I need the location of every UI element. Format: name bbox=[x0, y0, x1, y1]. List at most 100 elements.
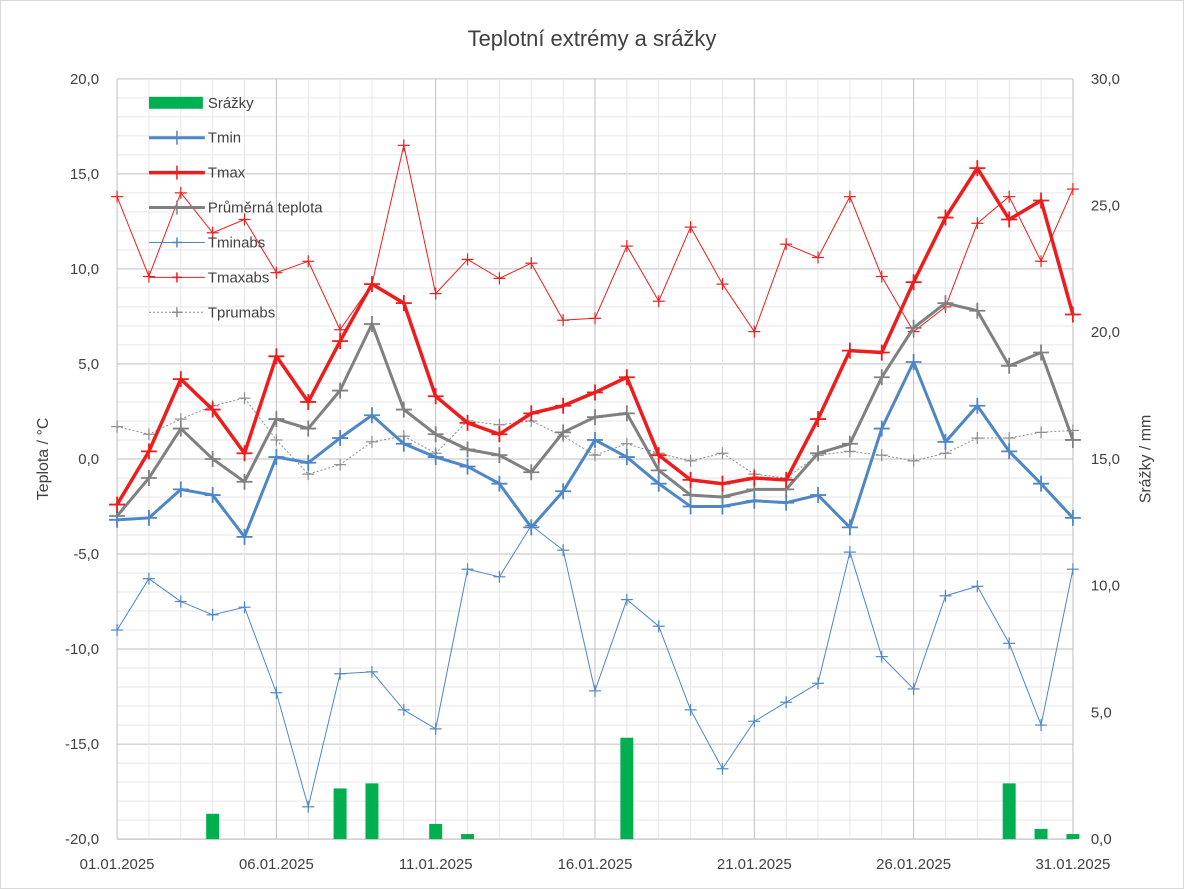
data-point bbox=[714, 498, 731, 515]
legend-label: Tminabs bbox=[208, 234, 265, 251]
data-point bbox=[937, 209, 954, 226]
data-point bbox=[1064, 509, 1081, 526]
data-point bbox=[363, 407, 380, 424]
precipitation-bar bbox=[365, 783, 379, 840]
data-point bbox=[459, 441, 476, 458]
legend-item: Srážky bbox=[148, 95, 254, 112]
data-point bbox=[810, 445, 827, 462]
data-point bbox=[650, 462, 667, 479]
data-point bbox=[1001, 357, 1018, 374]
data-point bbox=[236, 473, 253, 490]
data-point bbox=[363, 316, 380, 332]
data-point bbox=[461, 563, 474, 576]
data-point bbox=[843, 546, 856, 559]
data-point bbox=[1035, 426, 1048, 439]
precipitation-bar bbox=[620, 737, 634, 840]
precipitation-bar bbox=[1066, 834, 1080, 840]
y2-tick-label: 0,0 bbox=[1091, 831, 1112, 848]
data-point bbox=[270, 686, 283, 699]
data-point bbox=[969, 302, 986, 319]
data-point bbox=[716, 762, 729, 775]
data-point bbox=[140, 469, 157, 486]
legend-item: Tmax bbox=[148, 165, 246, 182]
data-point bbox=[397, 139, 410, 152]
legend: Srážky Tmin Tmax Průměrná teplota Tminabs Tma… bbox=[148, 95, 323, 321]
data-point bbox=[905, 319, 922, 336]
y2-tick-label: 5,0 bbox=[1091, 704, 1112, 721]
precipitation-bar bbox=[429, 823, 443, 840]
data-point bbox=[778, 494, 795, 511]
data-point bbox=[841, 435, 858, 452]
data-point bbox=[172, 420, 189, 437]
data-point bbox=[650, 475, 667, 492]
x-tick-label: 01.01.2025 bbox=[80, 856, 155, 873]
data-point bbox=[587, 431, 603, 448]
data-point bbox=[843, 190, 856, 203]
data-point bbox=[841, 519, 858, 536]
data-point bbox=[1003, 190, 1016, 203]
legend-item: Tmaxabs bbox=[148, 269, 270, 286]
data-point bbox=[491, 426, 508, 443]
data-point bbox=[334, 458, 347, 471]
legend-item: Tmin bbox=[148, 130, 241, 147]
precipitation-bar bbox=[1002, 783, 1016, 840]
data-point bbox=[332, 382, 349, 399]
data-point bbox=[172, 371, 189, 388]
data-point bbox=[873, 344, 890, 361]
data-point bbox=[555, 483, 572, 500]
legend-label: Průměrná teplota bbox=[208, 200, 323, 217]
y-tick-label: 15,0 bbox=[70, 166, 99, 183]
data-point bbox=[459, 414, 476, 431]
data-point bbox=[618, 405, 635, 422]
data-point bbox=[1003, 432, 1016, 445]
data-point bbox=[109, 496, 126, 513]
data-point bbox=[268, 348, 285, 365]
y-tick-label: -10,0 bbox=[65, 641, 99, 658]
data-point bbox=[236, 528, 253, 545]
legend-item: Tminabs bbox=[148, 234, 265, 251]
data-point bbox=[300, 420, 317, 437]
y-tick-label: -5,0 bbox=[73, 546, 99, 563]
data-point bbox=[111, 190, 124, 203]
data-point bbox=[778, 471, 795, 488]
precipitation-bars bbox=[206, 737, 1080, 840]
precipitation-bar bbox=[1034, 828, 1048, 840]
data-point bbox=[332, 333, 349, 350]
y-tick-label: -15,0 bbox=[65, 736, 99, 753]
data-point bbox=[873, 369, 890, 386]
data-point bbox=[238, 601, 251, 614]
data-point bbox=[302, 255, 315, 268]
y-tick-label: 20,0 bbox=[70, 71, 99, 88]
data-point bbox=[365, 665, 378, 678]
data-point bbox=[873, 420, 890, 437]
legend-label: Tmaxabs bbox=[208, 269, 270, 286]
data-point bbox=[652, 620, 665, 633]
data-point bbox=[875, 449, 888, 462]
data-point bbox=[937, 295, 954, 312]
data-point bbox=[109, 511, 126, 528]
data-point bbox=[969, 397, 986, 414]
data-point bbox=[238, 392, 251, 405]
data-point bbox=[427, 388, 444, 405]
y2-tick-label: 15,0 bbox=[1091, 451, 1120, 468]
data-point bbox=[142, 572, 155, 585]
data-point bbox=[971, 580, 984, 593]
data-point bbox=[236, 445, 253, 462]
data-point bbox=[302, 800, 315, 813]
y-tick-label: 5,0 bbox=[78, 356, 99, 373]
data-point bbox=[618, 449, 635, 466]
data-point bbox=[652, 295, 665, 308]
data-point bbox=[140, 443, 157, 460]
data-point bbox=[620, 240, 633, 253]
data-point bbox=[907, 682, 920, 695]
data-point bbox=[682, 498, 699, 515]
data-point bbox=[748, 325, 761, 338]
data-point bbox=[204, 487, 221, 504]
data-point bbox=[493, 272, 506, 285]
data-point bbox=[907, 454, 920, 467]
y-tick-label: -20,0 bbox=[65, 831, 99, 848]
data-point bbox=[1003, 637, 1016, 650]
data-point bbox=[525, 257, 538, 270]
x-tick-label: 21.01.2025 bbox=[717, 856, 792, 873]
